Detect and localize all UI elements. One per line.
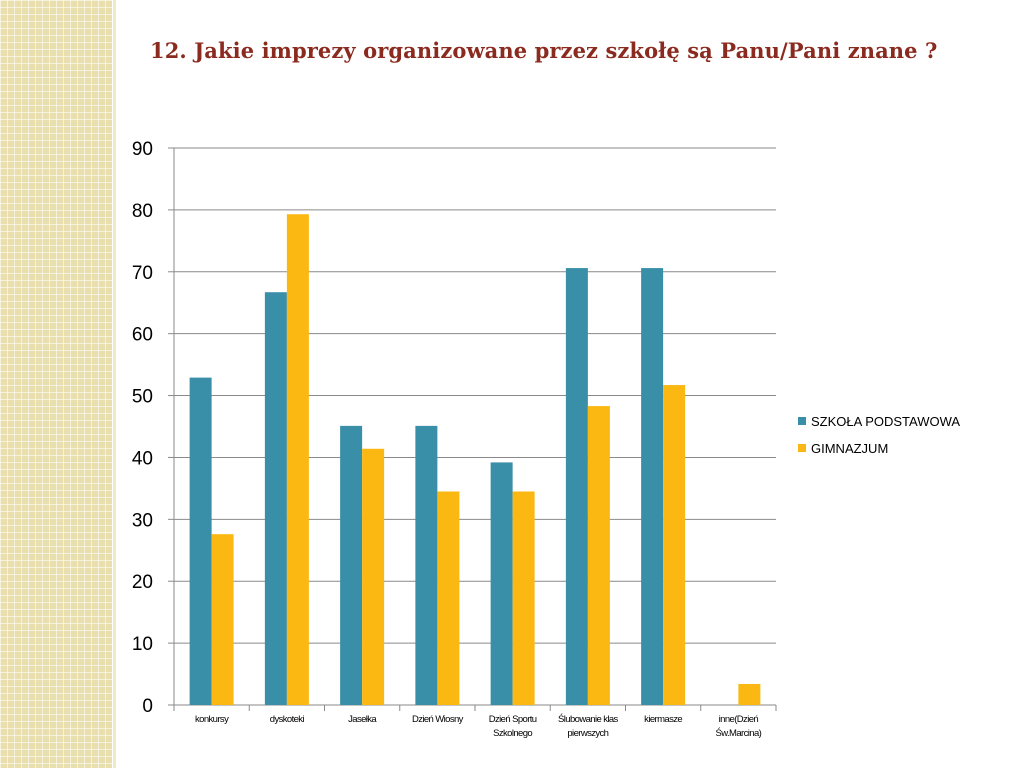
legend-swatch — [798, 444, 806, 452]
series-2-bar — [286, 214, 309, 705]
series-1-bar — [415, 425, 438, 705]
legend-label: GIMNAZJUM — [811, 441, 888, 456]
series-2-bar — [663, 385, 686, 705]
x-category-label: Św.Marcina) — [716, 727, 762, 739]
series-1-bar — [490, 462, 513, 705]
x-category-label: Szkolnego — [493, 728, 532, 739]
y-tick-label: 60 — [132, 325, 153, 346]
x-category-label: konkursy — [195, 714, 229, 725]
x-category-label: inne(Dzień — [719, 714, 759, 725]
y-tick-label: 80 — [132, 201, 153, 222]
y-tick-label: 90 — [132, 139, 153, 160]
series-2-bar — [211, 534, 234, 705]
series-1-bar — [340, 425, 363, 705]
y-tick-label: 0 — [142, 696, 153, 717]
slide-title: 12. Jakie imprezy organizowane przez szk… — [150, 38, 938, 63]
y-tick-label: 40 — [132, 448, 153, 469]
x-category-label: kiermasze — [644, 714, 682, 725]
x-category-label: Ślubowanie klas — [558, 713, 619, 725]
y-tick-label: 10 — [132, 634, 153, 655]
series-2-bar — [362, 448, 385, 705]
legend-label: SZKOŁA PODSTAWOWA — [811, 414, 960, 429]
x-category-label: Dzień Sportu — [489, 714, 537, 725]
x-category-label: Dzień Wiosny — [412, 714, 464, 725]
series-1-bar — [641, 268, 664, 705]
series-2-bar — [738, 683, 761, 705]
y-tick-label: 50 — [132, 387, 153, 408]
decorative-divider — [113, 0, 116, 768]
series-2-bar — [512, 491, 535, 705]
x-category-label: pierwszych — [567, 728, 608, 739]
series-1-bar — [565, 268, 588, 705]
y-tick-label: 30 — [132, 510, 153, 531]
series-1-bar — [189, 377, 212, 705]
series-2-bar — [587, 406, 610, 705]
series-2-bar — [437, 491, 460, 705]
y-tick-label: 20 — [132, 572, 153, 593]
x-category-label: dyskoteki — [270, 714, 305, 725]
decorative-side-strip — [0, 0, 112, 768]
x-category-label: Jasełka — [348, 714, 377, 725]
legend-swatch — [798, 417, 806, 425]
series-1-bar — [264, 292, 287, 705]
y-tick-label: 70 — [132, 263, 153, 284]
